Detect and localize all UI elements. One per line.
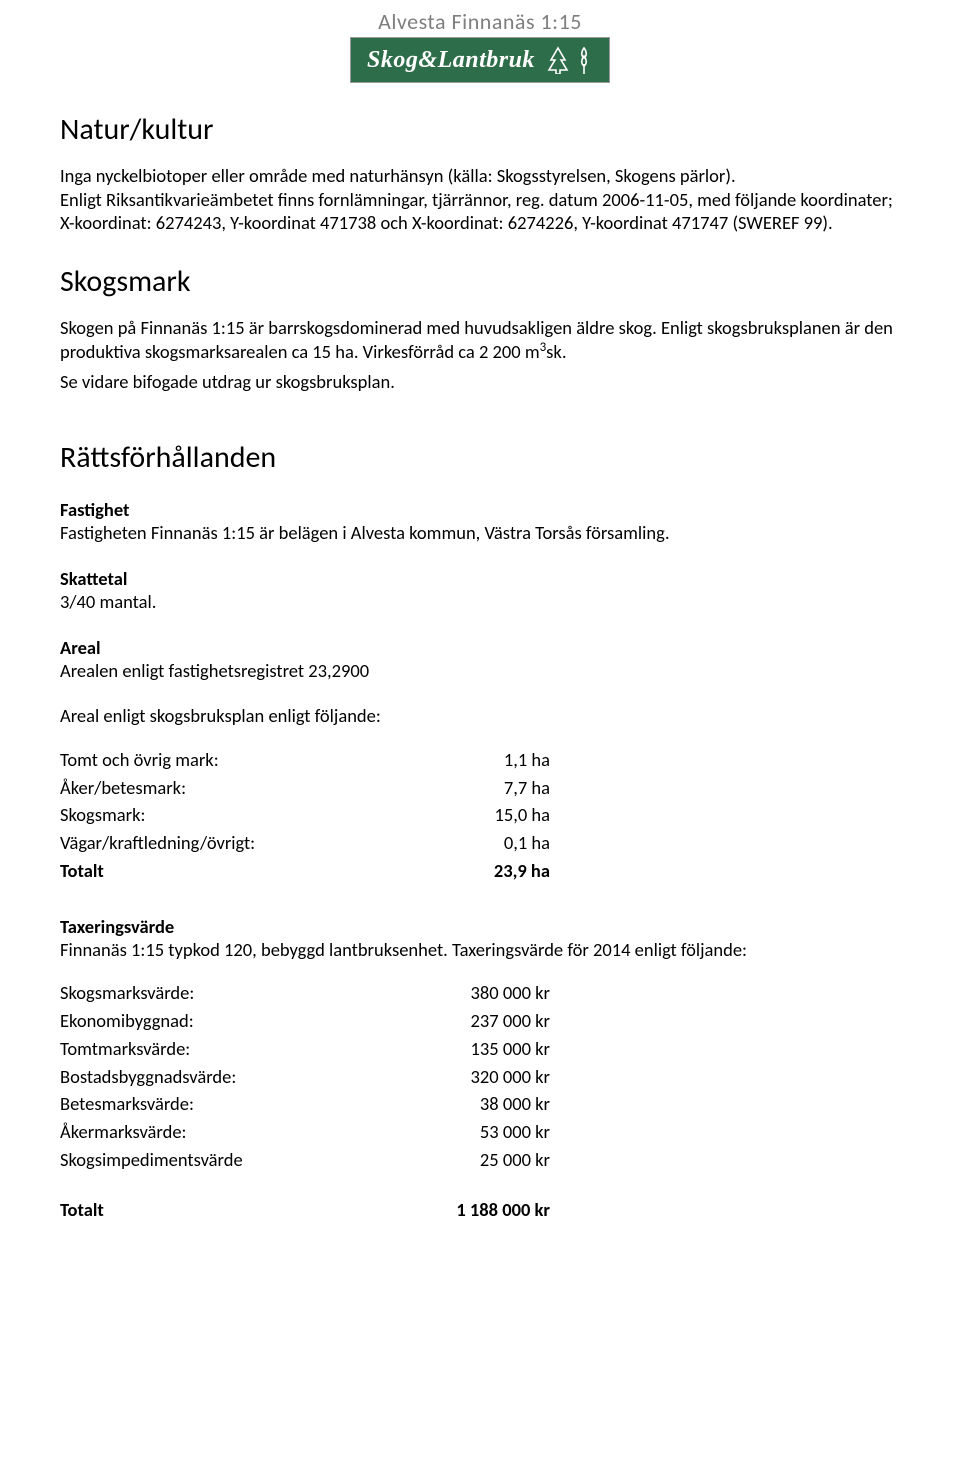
- row-value: 7,7 ha: [390, 774, 550, 802]
- areal-plan-intro: Areal enligt skogsbruksplan enligt följa…: [60, 704, 900, 728]
- tax-total-table: Totalt 1 188 000 kr: [60, 1196, 550, 1224]
- row-label: Tomtmarksvärde:: [60, 1035, 390, 1063]
- row-label: Åker/betesmark:: [60, 774, 390, 802]
- skogsmark-p1-post: sk.: [546, 340, 566, 363]
- row-value: 135 000 kr: [390, 1035, 550, 1063]
- heading-rattsforhallanden: Rättsförhållanden: [60, 439, 900, 476]
- tax-heading: Taxeringsvärde: [60, 915, 900, 938]
- areal-table: Tomt och övrig mark:1,1 haÅker/betesmark…: [60, 746, 550, 885]
- tax-total-value: 1 188 000 kr: [390, 1196, 550, 1224]
- page-header: Alvesta Finnanäs 1:15 Skog&Lantbruk: [60, 0, 900, 83]
- document-body: Natur/kultur Inga nyckelbiotoper eller o…: [60, 111, 900, 1223]
- tax-total-row: Totalt 1 188 000 kr: [60, 1196, 550, 1224]
- table-row: Skogsimpedimentsvärde25 000 kr: [60, 1146, 550, 1174]
- table-row: Åker/betesmark:7,7 ha: [60, 774, 550, 802]
- row-value: 0,1 ha: [390, 829, 550, 857]
- row-value: 38 000 kr: [390, 1090, 550, 1118]
- row-label: Skogsmarksvärde:: [60, 979, 390, 1007]
- row-label: Skogsmark:: [60, 801, 390, 829]
- row-value: 15,0 ha: [390, 801, 550, 829]
- tax-table: Skogsmarksvärde:380 000 krEkonomibyggnad…: [60, 979, 550, 1173]
- row-label: Bostadsbyggnadsvärde:: [60, 1063, 390, 1091]
- heading-natur-kultur: Natur/kultur: [60, 111, 900, 148]
- tax-text: Finnanäs 1:15 typkod 120, bebyggd lantbr…: [60, 938, 900, 962]
- skattetal-text: 3/40 mantal.: [60, 590, 900, 614]
- table-row: Tomtmarksvärde:135 000 kr: [60, 1035, 550, 1063]
- tax-total-label: Totalt: [60, 1196, 390, 1224]
- fastighet-text: Fastigheten Finnanäs 1:15 är belägen i A…: [60, 521, 900, 545]
- table-row: Åkermarksvärde:53 000 kr: [60, 1118, 550, 1146]
- row-label: Vägar/kraftledning/övrigt:: [60, 829, 390, 857]
- skogsmark-p1: Skogen på Finnanäs 1:15 är barrskogsdomi…: [60, 316, 900, 364]
- row-label: Betesmarksvärde:: [60, 1090, 390, 1118]
- row-label: Tomt och övrig mark:: [60, 746, 390, 774]
- skogsmark-p2: Se vidare bifogade utdrag ur skogsbruksp…: [60, 370, 900, 394]
- row-value: 25 000 kr: [390, 1146, 550, 1174]
- skattetal-heading: Skattetal: [60, 567, 900, 590]
- row-value: 1,1 ha: [390, 746, 550, 774]
- header-title: Alvesta Finnanäs 1:15: [60, 8, 900, 35]
- logo-text: Skog&Lantbruk: [367, 47, 535, 74]
- table-row: Skogsmarksvärde:380 000 kr: [60, 979, 550, 1007]
- wheat-icon: [575, 46, 593, 74]
- row-label: Totalt: [60, 857, 390, 885]
- logo-bar: Skog&Lantbruk: [350, 37, 610, 83]
- heading-skogsmark: Skogsmark: [60, 263, 900, 300]
- table-row: Bostadsbyggnadsvärde:320 000 kr: [60, 1063, 550, 1091]
- row-label: Ekonomibyggnad:: [60, 1007, 390, 1035]
- logo-icons: [547, 46, 593, 74]
- table-row: Totalt23,9 ha: [60, 857, 550, 885]
- table-row: Ekonomibyggnad:237 000 kr: [60, 1007, 550, 1035]
- areal-heading: Areal: [60, 636, 900, 659]
- row-value: 237 000 kr: [390, 1007, 550, 1035]
- table-row: Skogsmark:15,0 ha: [60, 801, 550, 829]
- natur-p1: Inga nyckelbiotoper eller område med nat…: [60, 164, 900, 188]
- table-row: Betesmarksvärde:38 000 kr: [60, 1090, 550, 1118]
- row-label: Åkermarksvärde:: [60, 1118, 390, 1146]
- row-label: Skogsimpedimentsvärde: [60, 1146, 390, 1174]
- table-row: Vägar/kraftledning/övrigt:0,1 ha: [60, 829, 550, 857]
- areal-text: Arealen enligt fastighetsregistret 23,29…: [60, 659, 900, 683]
- skogsmark-p1-pre: Skogen på Finnanäs 1:15 är barrskogsdomi…: [60, 316, 893, 363]
- natur-p2: Enligt Riksantikvarieämbetet finns fornl…: [60, 188, 900, 235]
- tree-icon: [547, 46, 569, 74]
- row-value: 53 000 kr: [390, 1118, 550, 1146]
- row-value: 23,9 ha: [390, 857, 550, 885]
- row-value: 320 000 kr: [390, 1063, 550, 1091]
- fastighet-heading: Fastighet: [60, 498, 900, 521]
- table-row: Tomt och övrig mark:1,1 ha: [60, 746, 550, 774]
- row-value: 380 000 kr: [390, 979, 550, 1007]
